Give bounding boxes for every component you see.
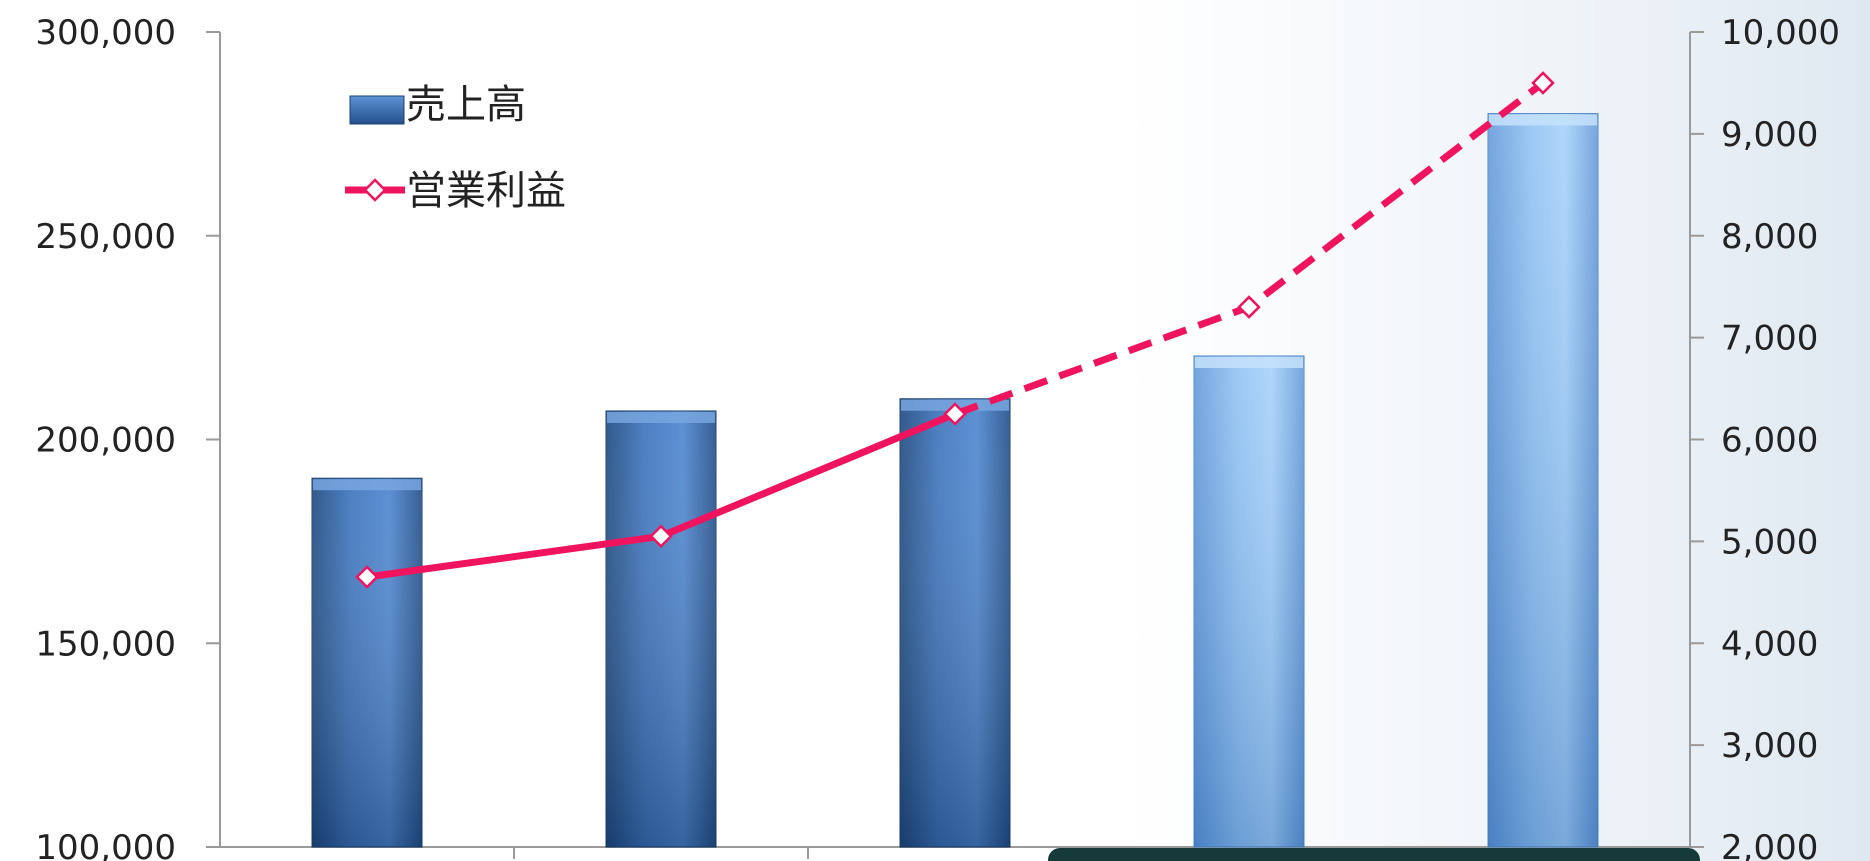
- bar-shade: [606, 410, 716, 847]
- y-left-tick-label: 250,000: [35, 217, 176, 257]
- bar-top-highlight: [1489, 114, 1597, 126]
- legend-label-operating-profit: 営業利益: [406, 168, 566, 214]
- legend: 売上高 営業利益: [345, 82, 566, 214]
- y-left-tick-label: 100,000: [35, 828, 176, 861]
- bar-shade: [900, 398, 1010, 847]
- y-right-tick-label: 9,000: [1721, 115, 1818, 155]
- y-left-tick-label: 300,000: [35, 13, 176, 53]
- y-right-tick-label: 2,000: [1721, 828, 1818, 861]
- tick-labels: 100,000 150,000 200,000 250,000 300,000 2,000…: [35, 13, 1840, 861]
- y-right-tick-label: 8,000: [1721, 217, 1818, 257]
- bar-shade: [312, 478, 422, 847]
- bar-series: [311, 113, 1599, 848]
- legend-marker-diamond: [363, 178, 387, 202]
- y-left-tick-label: 200,000: [35, 421, 176, 461]
- bar-top-highlight: [313, 479, 421, 491]
- y-right-tick-label: 3,000: [1721, 726, 1818, 766]
- bar-top-highlight: [1195, 356, 1303, 368]
- y-right-tick-label: 4,000: [1721, 624, 1818, 664]
- line-series: [355, 71, 1555, 589]
- line-point: [649, 524, 673, 549]
- bar-shade: [1194, 355, 1304, 847]
- y-right-tick-label: 10,000: [1721, 13, 1840, 53]
- y-right-tick-label: 7,000: [1721, 319, 1818, 359]
- line-point: [1237, 295, 1261, 319]
- y-right-tick-label: 6,000: [1721, 421, 1818, 461]
- y-left-tick-label: 150,000: [35, 624, 176, 664]
- footer-panel: [1048, 848, 1700, 861]
- y-right-tick-label: 5,000: [1721, 522, 1818, 562]
- legend-label-sales: 売上高: [406, 82, 526, 128]
- bar-top-highlight: [607, 411, 715, 423]
- line-point: [355, 565, 379, 589]
- bar-shade: [1488, 113, 1598, 847]
- legend-bar-swatch: [349, 95, 405, 125]
- line-point: [943, 402, 967, 426]
- line-point: [1531, 71, 1555, 95]
